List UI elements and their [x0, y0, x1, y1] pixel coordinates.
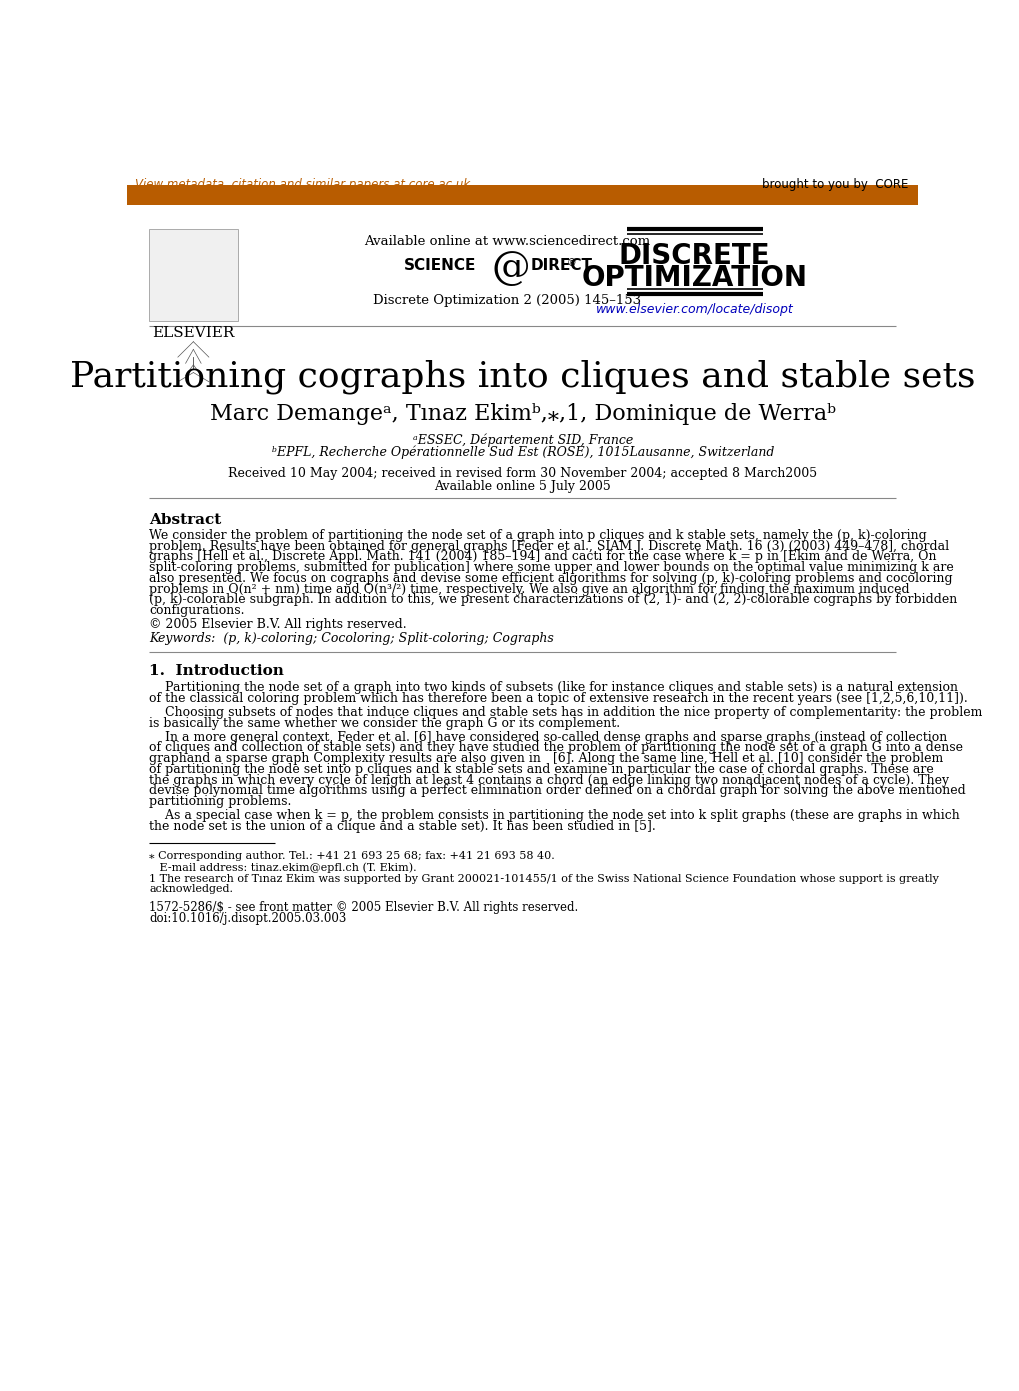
- Text: ⁎ Corresponding author. Tel.: +41 21 693 25 68; fax: +41 21 693 58 40.: ⁎ Corresponding author. Tel.: +41 21 693…: [149, 851, 554, 861]
- Text: of cliques and collection of stable sets) and they have studied the problem of p: of cliques and collection of stable sets…: [149, 741, 962, 754]
- Text: ELSEVIER: ELSEVIER: [152, 327, 234, 341]
- Text: ᵇEPFL, Recherche Opérationnelle Sud Est (ROSE), 1015Lausanne, Switzerland: ᵇEPFL, Recherche Opérationnelle Sud Est …: [271, 445, 773, 459]
- Text: Partitioning cographs into cliques and stable sets: Partitioning cographs into cliques and s…: [70, 359, 974, 394]
- Text: Abstract: Abstract: [149, 513, 221, 527]
- Text: devise polynomial time algorithms using a perfect elimination order defined on a: devise polynomial time algorithms using …: [149, 785, 965, 797]
- Text: We consider the problem of partitioning the node set of a graph into p cliques a: We consider the problem of partitioning …: [149, 529, 926, 542]
- Text: (p, k)-colorable subgraph. In addition to this, we present characterizations of : (p, k)-colorable subgraph. In addition t…: [149, 594, 957, 606]
- Text: ᵃESSEC, Département SID, France: ᵃESSEC, Département SID, France: [413, 434, 632, 447]
- Text: 1 The research of Tınaz Ekim was supported by Grant 200021-101455/1 of the Swiss: 1 The research of Tınaz Ekim was support…: [149, 874, 938, 883]
- Text: Available online at www.sciencedirect.com: Available online at www.sciencedirect.co…: [364, 235, 650, 248]
- Text: As a special case when k = p, the problem consists in partitioning the node set : As a special case when k = p, the proble…: [149, 810, 959, 822]
- Text: SCIENCE: SCIENCE: [404, 257, 476, 273]
- Text: DISCRETE: DISCRETE: [619, 242, 770, 270]
- Text: the node set is the union of a clique and a stable set). It has been studied in : the node set is the union of a clique an…: [149, 819, 655, 833]
- Text: In a more general context, Feder et al. [6] have considered so-called dense grap: In a more general context, Feder et al. …: [149, 730, 947, 744]
- FancyBboxPatch shape: [127, 185, 917, 206]
- Text: the graphs in which every cycle of length at least 4 contains a chord (an edge l: the graphs in which every cycle of lengt…: [149, 773, 949, 787]
- Text: problems in O(n² + nm) time and O(n³/²) time, respectively. We also give an algo: problems in O(n² + nm) time and O(n³/²) …: [149, 583, 909, 595]
- Text: graphs [Hell et al., Discrete Appl. Math. 141 (2004) 185–194] and cacti for the : graphs [Hell et al., Discrete Appl. Math…: [149, 551, 935, 563]
- Text: 1.  Introduction: 1. Introduction: [149, 665, 284, 679]
- Text: also presented. We focus on cographs and devise some efficient algorithms for so: also presented. We focus on cographs and…: [149, 572, 952, 586]
- Text: Choosing subsets of nodes that induce cliques and stable sets has in addition th: Choosing subsets of nodes that induce cl…: [149, 705, 981, 719]
- Text: View metadata, citation and similar papers at core.ac.uk: View metadata, citation and similar pape…: [136, 178, 470, 191]
- Text: problem. Results have been obtained for general graphs [Feder et al., SIAM J. Di: problem. Results have been obtained for …: [149, 540, 949, 552]
- Text: Available online 5 July 2005: Available online 5 July 2005: [434, 480, 610, 492]
- Text: brought to you by  CORE: brought to you by CORE: [761, 178, 908, 191]
- Text: graphand a sparse graph Complexity results are also given in   [6]. Along the sa: graphand a sparse graph Complexity resul…: [149, 753, 943, 765]
- Text: doi:10.1016/j.disopt.2005.03.003: doi:10.1016/j.disopt.2005.03.003: [149, 912, 346, 925]
- Text: www.elsevier.com/locate/disopt: www.elsevier.com/locate/disopt: [595, 303, 793, 316]
- Text: Keywords:  (p, k)-coloring; Cocoloring; Split-coloring; Cographs: Keywords: (p, k)-coloring; Cocoloring; S…: [149, 632, 553, 645]
- Text: partitioning problems.: partitioning problems.: [149, 796, 291, 808]
- Text: @: @: [491, 250, 530, 287]
- Text: configurations.: configurations.: [149, 604, 245, 618]
- Text: ®: ®: [567, 257, 576, 268]
- Text: split-coloring problems, submitted for publication] where some upper and lower b: split-coloring problems, submitted for p…: [149, 561, 953, 574]
- Text: OPTIMIZATION: OPTIMIZATION: [581, 264, 807, 292]
- Text: acknowledged.: acknowledged.: [149, 883, 233, 894]
- Text: Discrete Optimization 2 (2005) 145–153: Discrete Optimization 2 (2005) 145–153: [373, 294, 641, 307]
- Text: © 2005 Elsevier B.V. All rights reserved.: © 2005 Elsevier B.V. All rights reserved…: [149, 618, 407, 632]
- Text: provided by Elsevier - Publisher Connector: provided by Elsevier - Publisher Connect…: [671, 207, 908, 217]
- Text: Partitioning the node set of a graph into two kinds of subsets (like for instanc: Partitioning the node set of a graph int…: [149, 682, 957, 694]
- Text: of partitioning the node set into p cliques and k stable sets and examine in par: of partitioning the node set into p cliq…: [149, 762, 933, 776]
- Text: of the classical coloring problem which has therefore been a topic of extensive : of the classical coloring problem which …: [149, 693, 967, 705]
- Text: 1572-5286/$ - see front matter © 2005 Elsevier B.V. All rights reserved.: 1572-5286/$ - see front matter © 2005 El…: [149, 901, 578, 914]
- Text: E-mail address: tinaz.ekim@epfl.ch (T. Ekim).: E-mail address: tinaz.ekim@epfl.ch (T. E…: [149, 862, 417, 872]
- FancyBboxPatch shape: [149, 228, 238, 321]
- Text: is basically the same whether we consider the graph G or its complement.: is basically the same whether we conside…: [149, 716, 620, 730]
- Text: Received 10 May 2004; received in revised form 30 November 2004; accepted 8 Marc: Received 10 May 2004; received in revise…: [228, 467, 816, 480]
- Text: DIRECT: DIRECT: [530, 257, 592, 273]
- Text: Marc Demangeᵃ, Tınaz Ekimᵇ,⁎,1, Dominique de Werraᵇ: Marc Demangeᵃ, Tınaz Ekimᵇ,⁎,1, Dominiqu…: [210, 402, 835, 424]
